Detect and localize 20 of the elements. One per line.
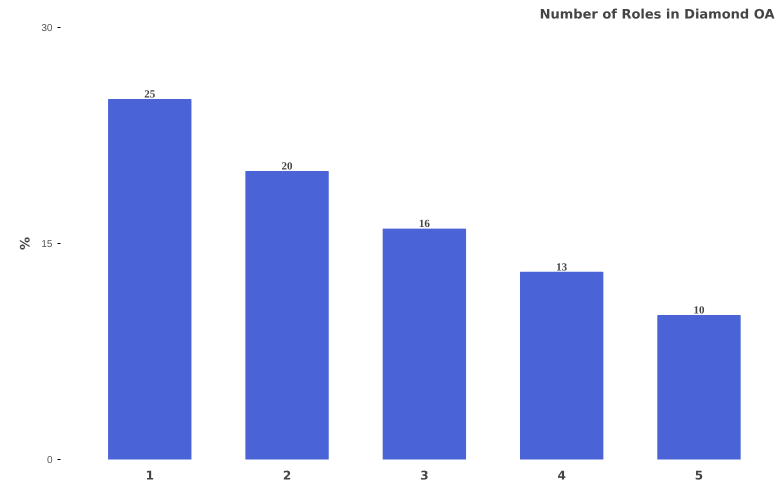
- y-axis-title: %: [18, 236, 34, 250]
- bar: [245, 171, 329, 460]
- chart-title: Number of Roles in Diamond OA: [540, 8, 775, 22]
- bar: [108, 99, 192, 460]
- bar: [657, 315, 741, 460]
- bar: [520, 272, 604, 460]
- x-tick-label: 4: [558, 468, 566, 482]
- y-tick-label: 0: [46, 455, 53, 466]
- data-label: 10: [693, 304, 705, 316]
- data-label: 20: [282, 160, 294, 172]
- x-tick-label: 1: [146, 468, 154, 482]
- data-label: 13: [556, 261, 568, 274]
- y-tick-label: 15: [41, 239, 53, 250]
- bar: [382, 228, 466, 460]
- x-tick-label: 2: [282, 468, 292, 482]
- data-label: 16: [418, 218, 430, 230]
- y-tick-label: 30: [41, 23, 53, 34]
- x-tick-label: 5: [694, 468, 704, 482]
- data-label: 25: [144, 88, 156, 100]
- x-tick-label: 3: [420, 468, 429, 482]
